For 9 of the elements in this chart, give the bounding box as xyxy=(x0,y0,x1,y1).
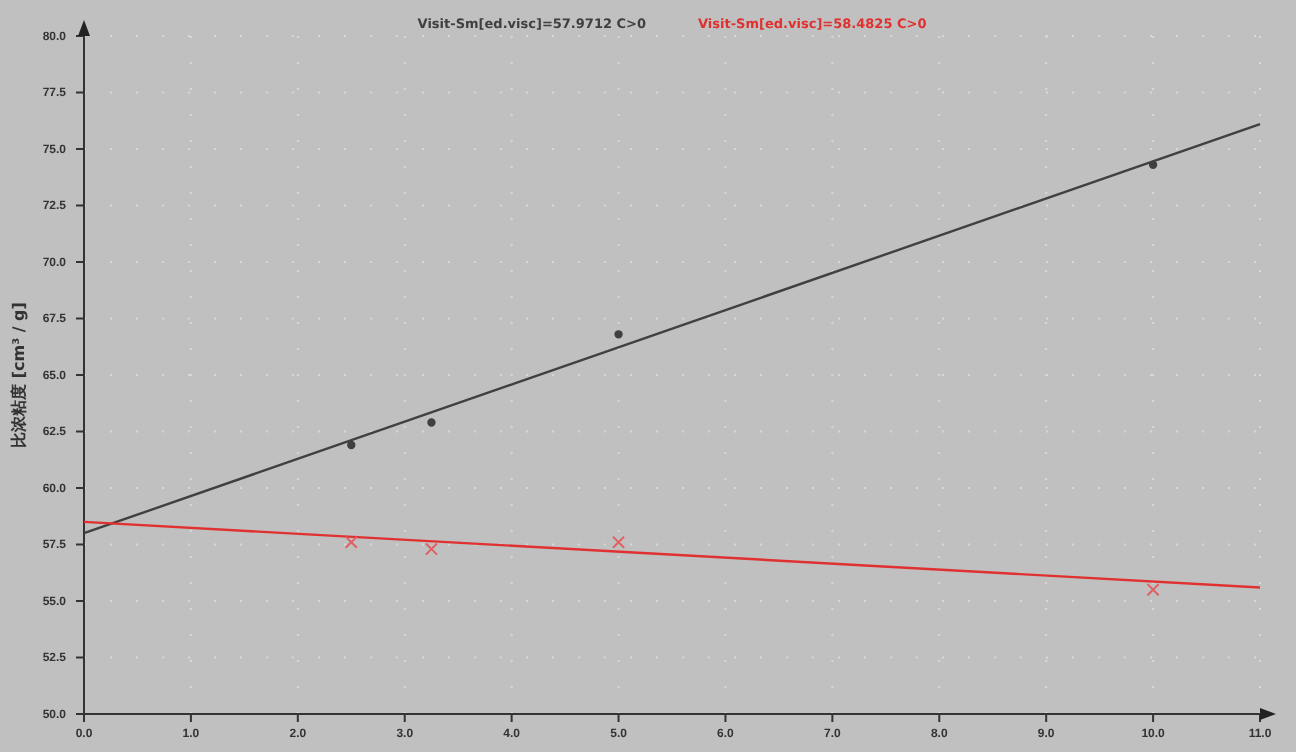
point xyxy=(424,542,439,556)
point xyxy=(1146,583,1160,597)
point xyxy=(347,440,356,450)
point xyxy=(611,535,626,549)
point xyxy=(1148,160,1158,170)
point xyxy=(344,535,358,549)
y-axis-title: 比浓粘度 [cm³ / g] xyxy=(8,302,28,448)
point xyxy=(427,418,436,427)
point xyxy=(614,330,623,339)
